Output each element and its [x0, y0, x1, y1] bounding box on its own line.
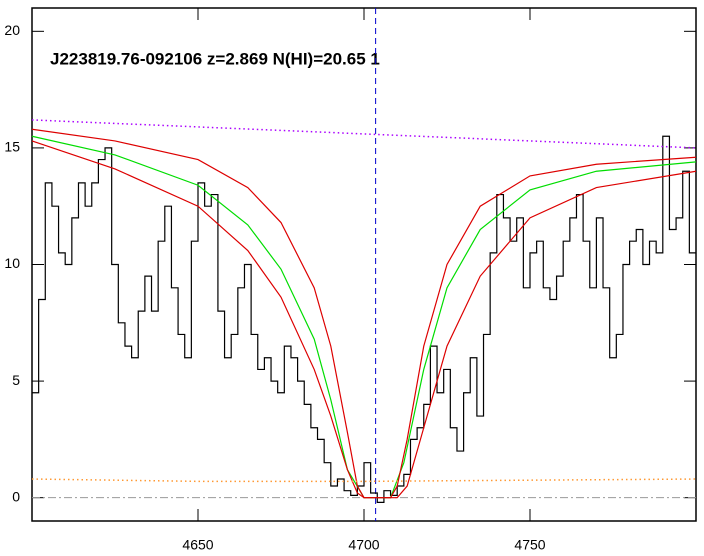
x-tick-label: 4750 [514, 537, 545, 553]
fit-line [31, 119, 697, 149]
flux-line [32, 135, 696, 503]
y-tick-label: 5 [12, 372, 20, 388]
y-tick-label: 20 [4, 22, 20, 38]
x-tick-label: 4650 [182, 537, 213, 553]
x-tick-label: 4700 [348, 537, 379, 553]
fit-line [31, 128, 697, 499]
fit-line [31, 135, 697, 499]
chart-title: J223819.76-092106 z=2.869 N(HI)=20.65 1 [50, 49, 380, 68]
fit-line [31, 140, 697, 499]
y-tick-label: 0 [12, 488, 20, 504]
y-tick-label: 10 [4, 255, 20, 271]
y-tick-label: 15 [4, 139, 20, 155]
